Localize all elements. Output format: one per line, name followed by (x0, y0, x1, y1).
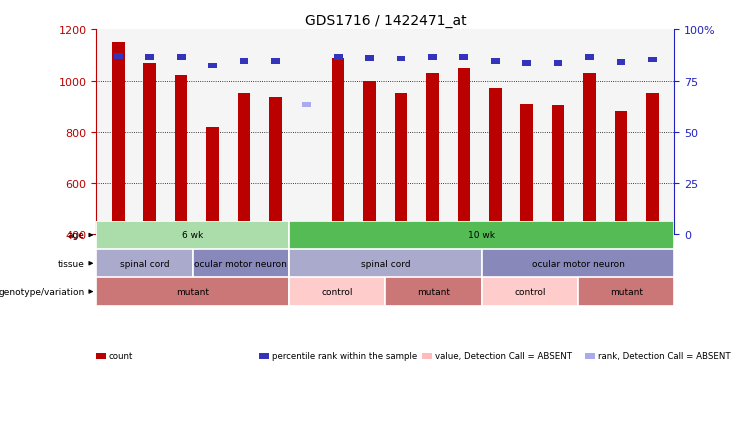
Bar (332, 59, 345, 234)
Bar (271, 59, 280, 65)
Bar (428, 55, 437, 60)
Bar (145, 56, 154, 61)
Bar (269, 98, 282, 234)
Text: control: control (514, 287, 545, 296)
Bar (96, 278, 289, 306)
Bar (301, 234, 313, 298)
Bar (522, 61, 531, 66)
Bar (648, 57, 657, 63)
Bar (395, 94, 408, 234)
Text: 6 wk: 6 wk (182, 231, 203, 240)
Title: GDS1716 / 1422471_at: GDS1716 / 1422471_at (305, 14, 466, 28)
Text: ocular motor neuron: ocular motor neuron (194, 259, 288, 268)
Text: mutant: mutant (417, 287, 450, 296)
Bar (554, 61, 562, 66)
Bar (96, 250, 193, 278)
Text: mutant: mutant (176, 287, 209, 296)
Bar (365, 56, 374, 62)
Bar (289, 278, 385, 306)
Bar (333, 55, 342, 60)
Text: age: age (68, 231, 84, 240)
Bar (552, 105, 565, 234)
Text: rank, Detection Call = ABSENT: rank, Detection Call = ABSENT (598, 352, 731, 360)
Bar (520, 104, 533, 234)
Bar (112, 43, 124, 234)
Bar (238, 94, 250, 234)
Text: tissue: tissue (58, 259, 84, 268)
Bar (482, 250, 674, 278)
Bar (208, 63, 217, 69)
Bar (114, 54, 123, 60)
Text: count: count (109, 352, 133, 360)
Bar (583, 74, 596, 234)
Bar (239, 59, 248, 65)
Bar (489, 89, 502, 234)
Bar (144, 63, 156, 234)
Bar (396, 57, 405, 62)
Bar (302, 102, 311, 108)
Text: 10 wk: 10 wk (468, 231, 495, 240)
Bar (578, 278, 674, 306)
Bar (193, 250, 289, 278)
Bar (491, 59, 499, 65)
Text: spinal cord: spinal cord (361, 259, 410, 268)
Bar (175, 76, 187, 234)
Bar (646, 94, 659, 234)
Bar (482, 278, 578, 306)
Bar (289, 250, 482, 278)
Bar (614, 112, 627, 234)
Bar (617, 60, 625, 66)
Bar (585, 55, 594, 60)
Bar (459, 55, 468, 60)
Bar (363, 81, 376, 234)
Bar (96, 221, 289, 250)
Bar (458, 69, 470, 234)
Text: mutant: mutant (610, 287, 642, 296)
Text: ocular motor neuron: ocular motor neuron (531, 259, 625, 268)
Bar (206, 127, 219, 234)
Text: spinal cord: spinal cord (120, 259, 169, 268)
Bar (289, 221, 674, 250)
Bar (385, 278, 482, 306)
Text: percentile rank within the sample: percentile rank within the sample (272, 352, 417, 360)
Text: value, Detection Call = ABSENT: value, Detection Call = ABSENT (435, 352, 572, 360)
Bar (177, 56, 185, 61)
Text: genotype/variation: genotype/variation (0, 287, 84, 296)
Text: control: control (322, 287, 353, 296)
Bar (426, 74, 439, 234)
